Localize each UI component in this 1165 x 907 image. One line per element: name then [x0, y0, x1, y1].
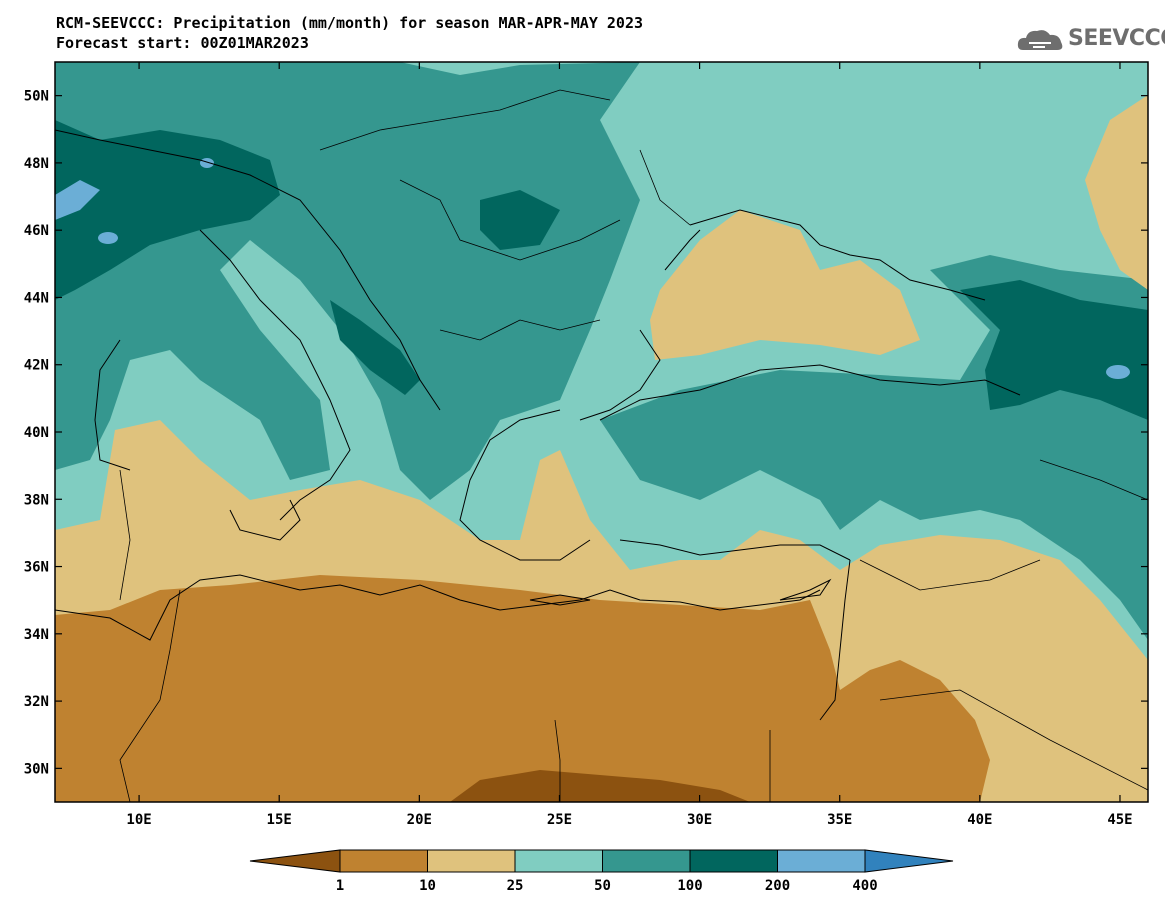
precip-band-200-400-caucasus [1106, 365, 1130, 379]
coastlines [55, 129, 1021, 721]
lat-tick-label: 50N [24, 89, 49, 105]
colorbar-level-label: 10 [419, 878, 436, 894]
colorbar-swatch [427, 849, 516, 873]
colorbar: 1 10 25 50 100 200 400 [249, 849, 954, 894]
precip-band-100-200-caucasus [960, 280, 1148, 420]
colorbar-swatch [339, 849, 428, 873]
precip-band-200-400-patch [200, 158, 214, 168]
colorbar-level-label: 1 [336, 878, 344, 894]
lon-tick-label: 40E [967, 812, 992, 828]
colorbar-level-label: 400 [852, 878, 877, 894]
lat-tick-label: 48N [24, 156, 49, 172]
lat-tick-label: 34N [24, 627, 49, 643]
axis-ticks: 10E 15E 20E 25E 30E 35E 40E 45E 30N 32N 34N 36N 38N 4… [24, 62, 1148, 828]
lat-tick-label: 46N [24, 223, 49, 239]
colorbar-under-triangle [249, 849, 341, 873]
precip-band-1-10-north-africa [55, 575, 990, 802]
precip-band-10-25-black-sea [650, 210, 920, 360]
lat-tick-label: 32N [24, 694, 49, 710]
lon-tick-label: 20E [407, 812, 432, 828]
lat-tick-label: 40N [24, 425, 49, 441]
lon-tick-label: 15E [267, 812, 292, 828]
precip-band-100-200-alps [55, 120, 280, 300]
lon-tick-label: 45E [1107, 812, 1132, 828]
precip-band-under-1 [450, 770, 750, 802]
lon-tick-label: 10E [126, 812, 151, 828]
logo-text: SEEVCCC [1068, 26, 1165, 51]
colorbar-swatch [602, 849, 691, 873]
precip-band-100-200-dinaric [330, 300, 420, 395]
lon-tick-label: 25E [547, 812, 572, 828]
lat-tick-label: 42N [24, 358, 49, 374]
lat-tick-label: 36N [24, 560, 49, 576]
map-title: RCM-SEEVCCC: Precipitation (mm/month) fo… [56, 14, 643, 32]
colorbar-swatch [689, 849, 778, 873]
lat-tick-label: 38N [24, 492, 49, 508]
lat-tick-label: 30N [24, 761, 49, 777]
precip-band-200-400-alps [55, 180, 100, 220]
colorbar-level-label: 100 [677, 878, 702, 894]
lat-tick-label: 44N [24, 290, 49, 306]
colorbar-level-label: 50 [594, 878, 611, 894]
colorbar-swatch [777, 849, 866, 873]
precip-band-200-400-patch [98, 232, 118, 244]
colorbar-over-triangle [864, 849, 954, 873]
colorbar-level-label: 200 [765, 878, 790, 894]
country-borders [119, 89, 1148, 802]
colorbar-swatch [514, 849, 603, 873]
cloud-logo-icon [1017, 30, 1063, 50]
forecast-start-label: Forecast start: 00Z01MAR2023 [56, 34, 309, 52]
colorbar-level-label: 25 [507, 878, 524, 894]
precip-band-100-200-carpathians [480, 190, 560, 250]
precip-band-10-25-east [1085, 95, 1148, 290]
lon-tick-label: 30E [687, 812, 712, 828]
lon-tick-label: 35E [827, 812, 852, 828]
